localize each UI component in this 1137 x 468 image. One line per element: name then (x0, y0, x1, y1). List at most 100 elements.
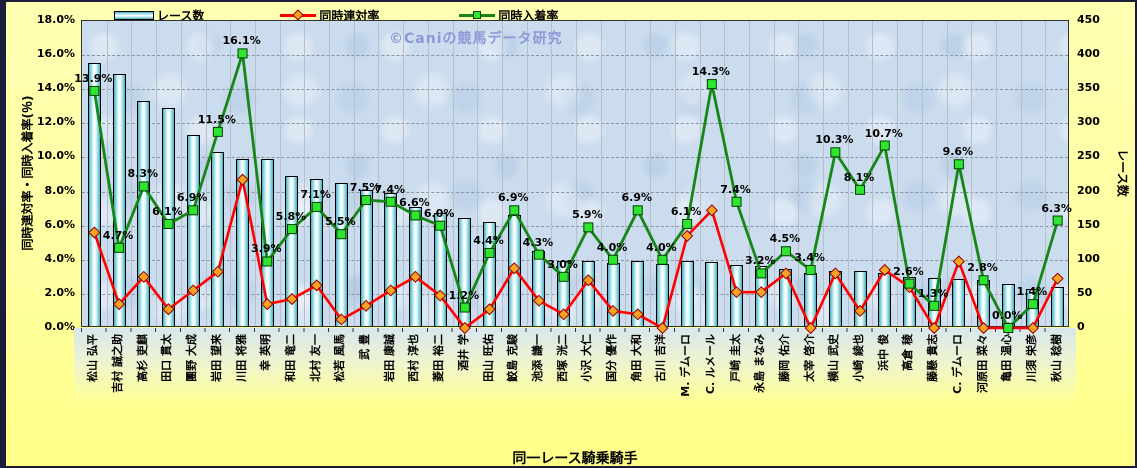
nyuchaku-data-label: 10.7% (864, 126, 903, 140)
nyuchaku-data-label: 10.3% (815, 133, 854, 147)
v-gridline (995, 21, 997, 326)
nyuchaku-data-label: 5.8% (275, 210, 307, 224)
jockey-name-label: 岩田 康誠 (382, 334, 396, 382)
legend-item-races: レース数 (114, 7, 204, 24)
jockey-name-label: M. デムーロ (679, 334, 693, 397)
v-gridline (254, 21, 256, 326)
race-count-bar (1001, 283, 1015, 326)
v-gridline (748, 21, 750, 326)
nyuchaku-square-marker (509, 205, 520, 216)
nyuchaku-data-label: 1.2% (448, 288, 480, 302)
nyuchaku-square-marker (262, 256, 273, 267)
legend-item-nyuchaku: 同時入着率 (459, 7, 558, 24)
nyuchaku-data-label: 5.9% (572, 208, 603, 222)
jockey-name-label: 横山 武史 (827, 334, 841, 382)
nyuchaku-data-label: 4.7% (102, 228, 134, 242)
nyuchaku-square-marker (410, 210, 421, 221)
rentai-diamond-marker (285, 292, 299, 306)
nyuchaku-data-label: 8.1% (843, 170, 875, 184)
rentai-diamond-marker (310, 279, 323, 292)
jockey-name-label: 西村 淳也 (407, 334, 421, 382)
legend-label-races: レース数 (157, 8, 205, 23)
right-axis-tick-label: 350 (1077, 81, 1100, 95)
nyuchaku-data-label: 13.9% (74, 71, 113, 85)
left-axis-tick-label: 10.0% (36, 149, 75, 163)
nyuchaku-square-marker (583, 222, 594, 233)
jockey-name-label: 和田 竜二 (283, 334, 297, 382)
rentai-diamond-marker (631, 308, 644, 321)
race-count-bar (408, 206, 422, 326)
nyuchaku-square-marker (1052, 215, 1063, 226)
nyuchaku-data-label: 3.4% (794, 251, 825, 264)
plot-area (81, 20, 1069, 335)
jockey-name-label: 小沢 大仁 (580, 334, 594, 382)
red-line-swatch-icon (280, 9, 317, 21)
nyuchaku-data-label: 11.5% (197, 112, 236, 126)
nyuchaku-data-label: 1.4% (1016, 285, 1048, 299)
x-axis-tickmarks (81, 328, 1069, 332)
right-axis-tick-label: 100 (1077, 251, 1100, 265)
x-axis-title: 同一レース騎乗騎手 (512, 451, 638, 467)
race-count-bar (211, 152, 225, 326)
v-gridline (526, 21, 528, 326)
v-gridline (699, 21, 701, 326)
h-gridline (82, 293, 1068, 295)
nyuchaku-data-label: 3.0% (547, 257, 578, 271)
nyuchaku-data-label: 4.4% (473, 233, 504, 247)
rentai-diamond-marker (1026, 321, 1040, 335)
rentai-diamond-marker (928, 321, 941, 335)
rentai-diamond-marker (829, 267, 842, 280)
jockey-name-label: 川田 将雅 (234, 334, 248, 382)
nyuchaku-data-label: 6.3% (1041, 201, 1072, 215)
v-gridline (625, 21, 627, 326)
nyuchaku-square-marker (1027, 299, 1038, 310)
rentai-diamond-marker (458, 321, 471, 335)
h-gridline (82, 89, 1068, 91)
jockey-name-label: 高倉 稜 (901, 334, 915, 371)
v-gridline (353, 21, 355, 326)
nyuchaku-square-marker (361, 195, 372, 206)
race-count-bar (137, 100, 151, 326)
right-axis-tick-label: 300 (1077, 115, 1100, 129)
nyuchaku-data-label: 6.0% (423, 206, 455, 220)
nyuchaku-square-marker (978, 275, 989, 286)
nyuchaku-data-label: 6.9% (176, 191, 208, 205)
v-gridline (304, 21, 306, 326)
v-gridline (230, 21, 232, 326)
nyuchaku-square-marker (114, 242, 125, 253)
rentai-diamond-marker (878, 263, 891, 277)
nyuchaku-data-label: 6.9% (621, 191, 653, 205)
jockey-name-label: 小崎 綾也 (852, 334, 866, 382)
nyuchaku-square-marker (163, 218, 174, 229)
legend-label-nyuchaku: 同時入着率 (498, 8, 559, 23)
nyuchaku-data-label: 7.5% (349, 181, 381, 195)
jockey-name-label: 武 豊 (358, 334, 372, 360)
jockey-name-label: 西塚 洸二 (555, 334, 569, 382)
rentai-diamond-marker (88, 226, 101, 239)
nyuchaku-data-label: 14.3% (691, 65, 730, 79)
h-gridline (82, 225, 1068, 227)
rentai-diamond-marker (730, 286, 743, 299)
jockey-name-label: 田口 貫太 (160, 334, 174, 382)
legend-item-rentai: 同時連対率 (280, 7, 379, 24)
jockey-name-label: 田山 旺佑 (481, 334, 495, 382)
jockey-name-label: C. デムーロ (950, 334, 964, 394)
nyuchaku-data-label: 4.5% (769, 232, 801, 246)
v-gridline (551, 21, 553, 326)
nyuchaku-square-marker (484, 247, 495, 258)
rentai-diamond-marker (532, 294, 546, 307)
v-gridline (600, 21, 602, 326)
nyuchaku-square-marker (756, 268, 767, 279)
nyuchaku-data-label: 6.9% (497, 191, 529, 205)
h-gridline (82, 157, 1068, 159)
jockey-name-label: 浜中 俊 (876, 334, 890, 371)
jockey-name-label: 團野 大成 (185, 334, 199, 382)
v-gridline (501, 21, 503, 326)
legend-label-rentai: 同時連対率 (319, 8, 380, 23)
nyuchaku-square-marker (706, 79, 717, 90)
nyuchaku-square-marker (780, 246, 791, 257)
rentai-diamond-marker (187, 284, 200, 297)
left-axis-tick-label: 16.0% (36, 47, 75, 61)
jockey-name-label: 藤懸 貴志 (926, 334, 940, 382)
v-gridline (576, 21, 577, 326)
